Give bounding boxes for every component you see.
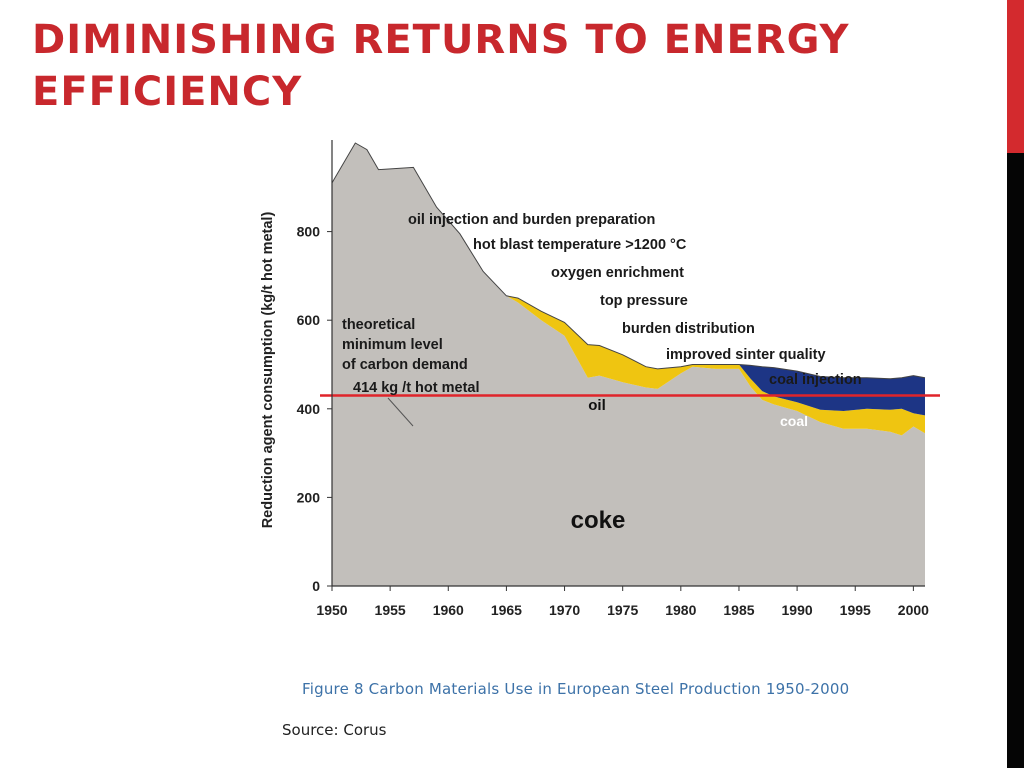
y-tick-label: 400	[297, 401, 321, 417]
x-tick-label: 1995	[840, 602, 871, 618]
minimum-level-pointer	[387, 397, 414, 427]
x-tick-label: 1975	[607, 602, 638, 618]
x-tick-label: 1955	[375, 602, 406, 618]
y-tick-label: 0	[312, 578, 320, 594]
slide-title: DIMINISHING RETURNS TO ENERGY EFFICIENCY	[32, 17, 850, 115]
annotation: top pressure	[600, 293, 688, 309]
annotation: burden distribution	[622, 321, 755, 337]
annotation: 414 kg /t hot metal	[353, 380, 480, 396]
annotation: oxygen enrichment	[551, 265, 684, 281]
y-tick-label: 200	[297, 489, 321, 505]
series-label-oil: oil	[588, 397, 606, 414]
y-tick-label: 600	[297, 312, 321, 328]
area-coal	[332, 143, 925, 416]
x-tick-label: 1985	[723, 602, 754, 618]
area-coke	[332, 143, 925, 586]
annotation: minimum level	[342, 337, 443, 353]
y-tick-label: 800	[297, 224, 321, 240]
figure-caption: Figure 8 Carbon Materials Use in Europea…	[302, 680, 850, 698]
x-tick-label: 1950	[316, 602, 347, 618]
series-label-coal: coal	[780, 413, 808, 429]
edge-accent-bar-black	[1007, 153, 1024, 768]
series-label-coke: coke	[571, 507, 626, 534]
annotation: coal injection	[769, 372, 862, 388]
area-oil	[332, 143, 925, 436]
annotation: of carbon demand	[342, 357, 468, 373]
edge-accent-bar-red	[1007, 0, 1024, 153]
annotation: oil injection and burden preparation	[408, 212, 655, 228]
x-tick-label: 1965	[491, 602, 522, 618]
x-tick-label: 1960	[433, 602, 464, 618]
annotation: theoretical	[342, 317, 415, 333]
x-tick-label: 1970	[549, 602, 580, 618]
y-axis-label: Reduction agent consumption (kg/t hot me…	[260, 212, 276, 529]
source-note: Source: Corus	[282, 721, 387, 739]
total-outline	[331, 142, 926, 380]
carbon-consumption-chart: 0 200 400 600 800 1950 1955 1960 1965 1970 1975 198…	[260, 140, 940, 618]
x-tick-label: 2000	[898, 602, 929, 618]
annotation: improved sinter quality	[666, 347, 826, 363]
x-tick-label: 1980	[665, 602, 696, 618]
x-tick-label: 1990	[782, 602, 813, 618]
annotation: hot blast temperature >1200 °C	[473, 237, 687, 253]
